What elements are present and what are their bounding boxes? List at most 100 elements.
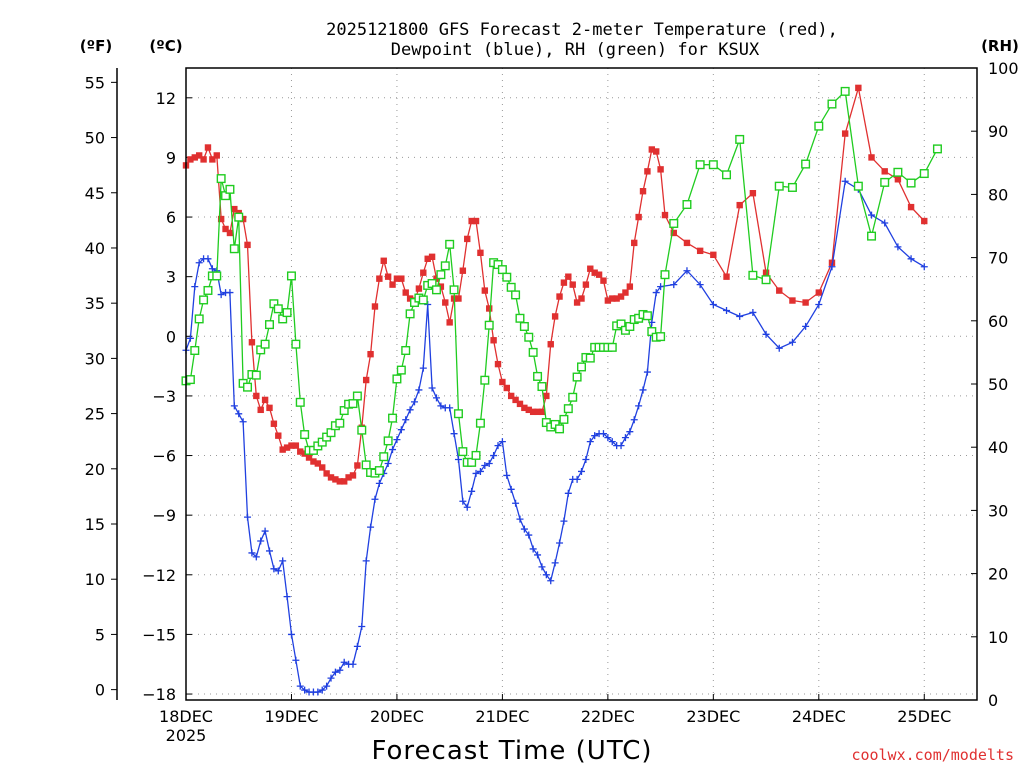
celsius-tick-label: −9 (152, 506, 176, 525)
data-point (472, 217, 480, 225)
data-point (393, 275, 401, 282)
data-point (327, 674, 335, 682)
time-tick-label: 22DEC (581, 707, 635, 726)
data-point (577, 362, 587, 372)
data-point (643, 368, 651, 376)
data-point (475, 418, 485, 428)
data-point (542, 571, 550, 579)
data-point (244, 241, 251, 249)
data-point (512, 499, 520, 507)
data-point (502, 272, 512, 282)
data-point (481, 461, 489, 469)
data-point (894, 176, 902, 183)
data-point (296, 682, 304, 690)
data-point (775, 344, 783, 352)
data-point (472, 469, 480, 477)
celsius-tick-label: 0 (166, 327, 176, 346)
data-point (341, 478, 348, 485)
data-point (213, 152, 220, 159)
data-point (635, 402, 643, 410)
data-point (230, 402, 238, 410)
time-tick-label: 18DEC (159, 707, 213, 726)
data-point (485, 459, 493, 467)
data-point (710, 251, 717, 259)
data-point (217, 215, 225, 223)
data-point (358, 622, 366, 630)
data-point (225, 184, 235, 194)
data-point (335, 418, 345, 428)
time-tick-label: 21DEC (475, 707, 529, 726)
fahrenheit-tick-label: 20 (85, 460, 105, 479)
data-point (486, 305, 493, 312)
data-point (371, 495, 379, 503)
data-point (841, 130, 849, 137)
data-point (380, 257, 387, 264)
data-point (787, 182, 797, 192)
data-point (525, 406, 532, 414)
data-point (319, 464, 326, 471)
data-point (396, 365, 406, 375)
data-point (310, 458, 317, 465)
data-point (639, 188, 647, 195)
data-point (477, 249, 484, 257)
data-point (534, 551, 542, 559)
data-point (906, 178, 916, 188)
fahrenheit-unit-label: (ºF) (80, 37, 112, 55)
data-point (481, 287, 489, 294)
celsius-tick-label: 6 (166, 208, 176, 227)
data-point (709, 301, 717, 309)
data-point (881, 168, 888, 175)
time-tick-label: 25DEC (897, 707, 951, 726)
fahrenheit-tick-label: 35 (85, 294, 105, 313)
data-point (524, 332, 534, 342)
data-point (696, 247, 704, 255)
data-point (279, 446, 286, 453)
rh-tick-label: 10 (988, 628, 1008, 647)
data-point (300, 430, 310, 440)
data-point (226, 229, 234, 237)
data-point (402, 289, 409, 296)
data-point (449, 285, 459, 295)
rh-tick-label: 70 (988, 249, 1008, 268)
series-relative-humidity (181, 86, 942, 478)
chart-title-line-1: 2025121800 GFS Forecast 2-meter Temperat… (326, 20, 838, 40)
data-point (498, 438, 506, 446)
data-point (560, 279, 568, 286)
plot-frame (185, 67, 978, 701)
data-point (511, 290, 521, 300)
data-point (538, 563, 546, 571)
data-point (332, 476, 339, 483)
data-point (208, 265, 216, 273)
data-point (286, 271, 296, 281)
fahrenheit-tick-label: 25 (85, 405, 105, 424)
data-point (560, 517, 568, 525)
fahrenheit-tick-label: 40 (85, 239, 105, 258)
data-point (191, 154, 198, 161)
data-point (471, 450, 481, 460)
data-point (538, 408, 546, 416)
data-point (907, 255, 915, 263)
data-point (264, 320, 274, 330)
rh-tick-label: 60 (988, 312, 1008, 331)
credit-link[interactable]: coolwx.com/modelts (851, 746, 1014, 764)
data-point (591, 432, 599, 440)
rh-tick-label: 0 (988, 691, 998, 710)
data-point (776, 287, 783, 294)
data-point (630, 416, 638, 424)
data-point (405, 309, 415, 319)
data-point (657, 283, 665, 291)
data-point (331, 668, 339, 676)
data-point (428, 253, 436, 261)
data-point (656, 332, 666, 342)
data-point (490, 452, 498, 460)
data-point (424, 255, 431, 262)
data-point (626, 283, 634, 290)
data-point (622, 289, 629, 296)
data-point (568, 392, 578, 402)
data-point (521, 404, 528, 412)
data-point (357, 425, 367, 435)
data-point (450, 430, 458, 438)
data-point (297, 448, 304, 455)
data-point (551, 559, 559, 567)
